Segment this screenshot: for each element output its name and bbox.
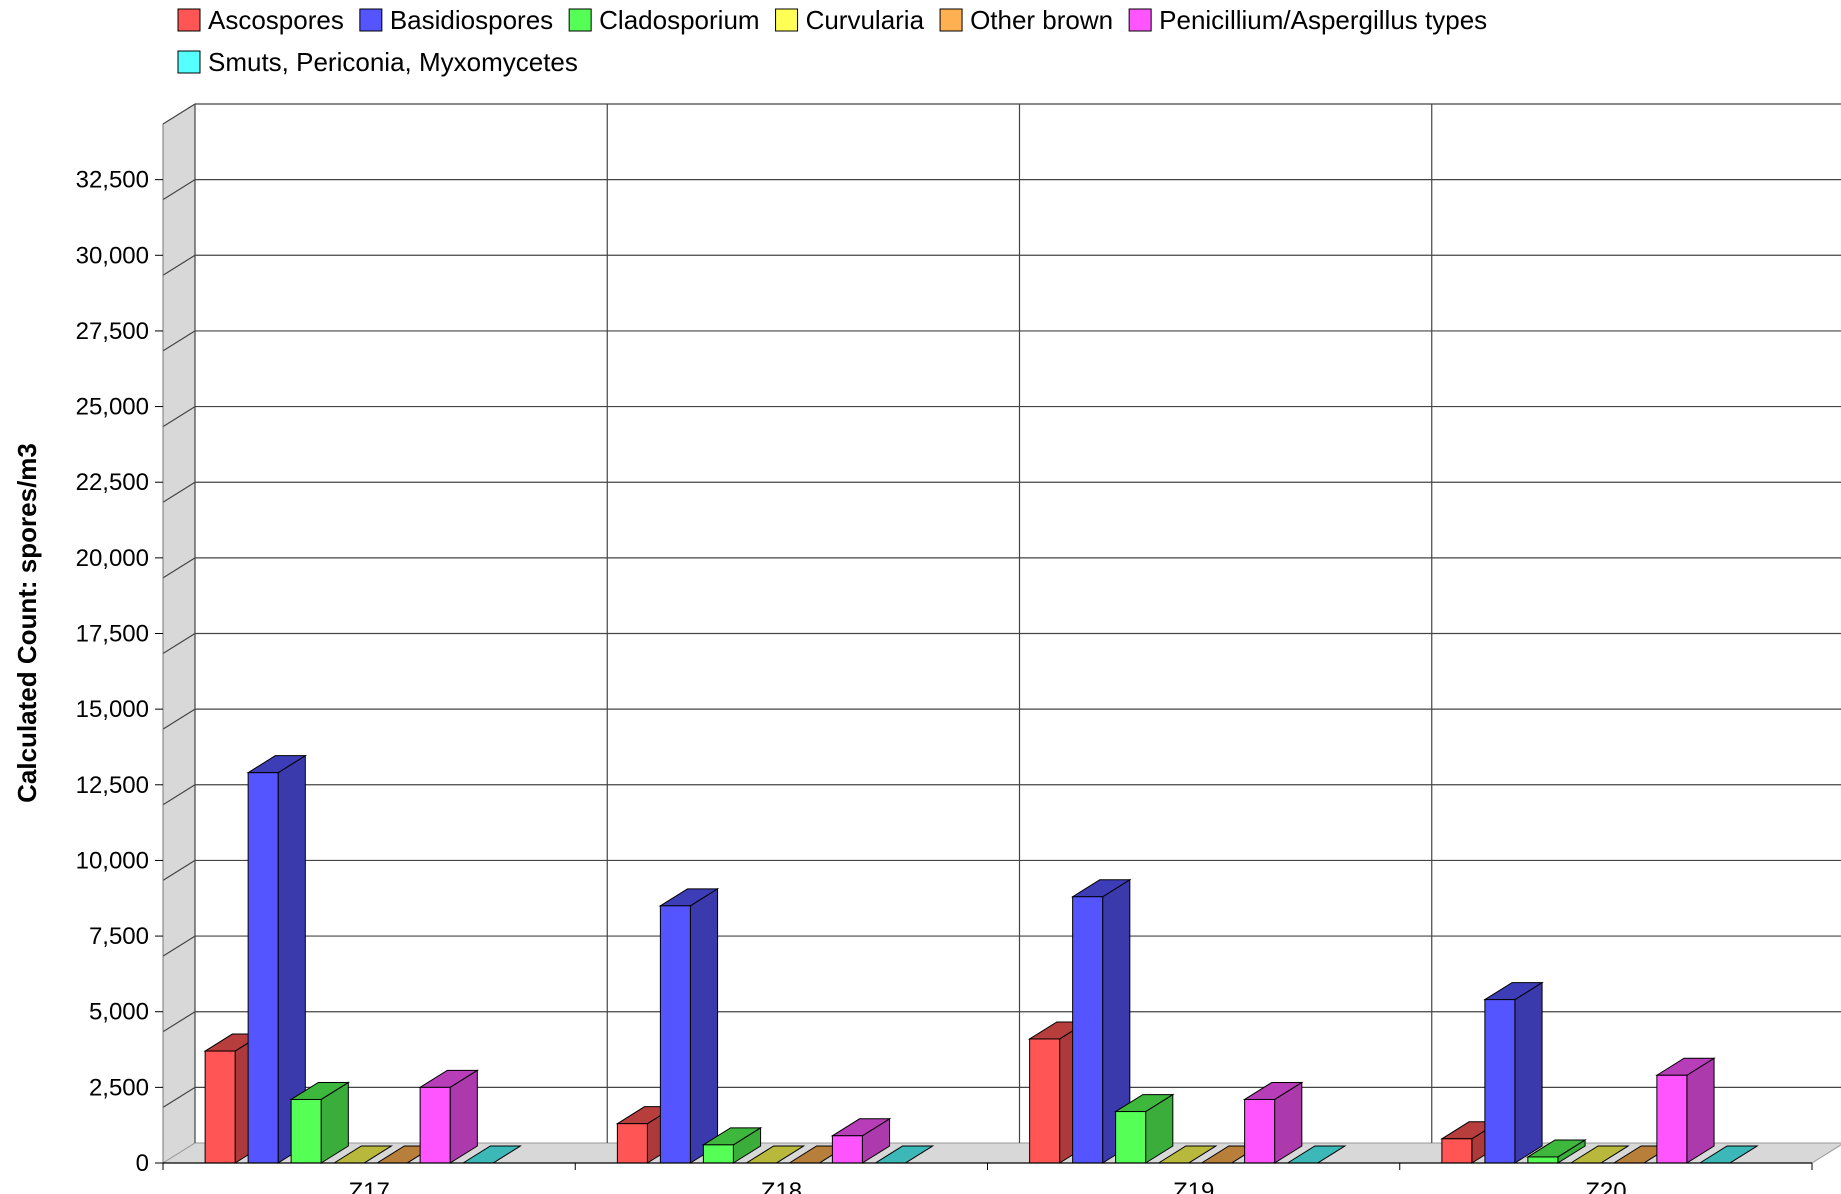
y-tick-label: 20,000 [76,545,149,572]
legend-label: Other brown [970,5,1113,35]
bar-front [1441,1138,1473,1164]
legend-label: Penicillium/Aspergillus types [1159,5,1487,35]
legend: Ascospores Basidiospores Cladosporium Curvu… [177,5,1487,77]
y-tick-label: 2,500 [89,1074,149,1101]
legend-label: Cladosporium [599,5,759,35]
y-tick-label: 22,500 [76,469,149,496]
side-wall [162,103,196,1164]
y-tick-label: 17,500 [76,621,149,648]
bar-front [831,1135,863,1164]
bar-front [1115,1111,1147,1164]
legend-item-ascospores: Ascospores [177,5,344,35]
gridline-side [162,784,196,806]
bar-front [659,905,691,1164]
legend-swatch [568,8,592,32]
bar-front [702,1144,734,1164]
gridline-side [162,632,196,655]
bar-basidiospores-z20 [1483,981,1544,1164]
y-tick-label: 7,500 [89,923,149,950]
bar-basidiospores-z17 [246,754,308,1164]
legend-label: Ascospores [208,5,344,35]
legend-item-smuts-periconia-myxomycetes: Smuts, Periconia, Myxomycetes [177,47,578,77]
bar-front [204,1050,236,1164]
legend-item-curvularia: Curvularia [775,5,925,35]
gridline-side [162,557,196,579]
bar-side [1514,981,1543,1164]
legend-swatch [939,8,963,32]
y-tick-label: 30,000 [76,242,149,269]
bar-front [247,772,279,1164]
legend-swatch [359,8,383,32]
y-tick-label: 10,000 [76,847,149,874]
x-tick-label: Z19 [1173,1178,1214,1194]
gridline-side [162,406,196,428]
y-tick-label: 27,500 [76,318,149,345]
legend-swatch [177,8,201,32]
gridline-side [162,103,196,125]
bar-basidiospores-z19 [1070,878,1132,1164]
gridline-side [162,859,196,881]
bar-group [203,754,1759,1164]
legend-label: Basidiospores [390,5,553,35]
bar-front [419,1086,451,1164]
bar-cladosporium-z17 [289,1081,351,1164]
bar-front [1484,999,1516,1164]
legend-item-cladosporium: Cladosporium [568,5,760,35]
gridline-side [162,935,196,957]
y-axis-title: Calculated Count: spores/m3 [12,443,42,803]
y-tick-label: 0 [136,1150,149,1177]
y-tick-label: 25,000 [76,394,149,421]
bar-front [1244,1098,1276,1164]
x-axis: Z17 Z18 Z19 Z20 [162,1162,1813,1194]
y-tick-label: 5,000 [89,999,149,1026]
bar-front [1029,1038,1061,1164]
gridline-side [162,1011,196,1033]
bar-front [616,1123,648,1164]
x-tick-label: Z17 [348,1178,389,1194]
legend-swatch [1128,8,1152,32]
gridline-side [162,179,196,201]
legend-item-other-brown: Other brown [939,5,1113,35]
bar-side [1686,1057,1715,1164]
gridline-side [162,481,196,503]
chart-floor [161,103,1841,1164]
legend-label: Curvularia [806,5,925,35]
back-wall [195,104,1841,1143]
bar-front [1527,1156,1559,1164]
gridline-side [162,254,196,276]
bar-penicillium-aspergillus-types-z20 [1655,1057,1716,1164]
bar-side [689,887,719,1164]
legend-swatch [775,8,799,32]
gridline-side [162,708,196,730]
y-tick-label: 15,000 [76,696,149,723]
bar-penicillium-aspergillus-types-z18 [830,1117,892,1164]
gridline-side [162,1086,196,1108]
bar-cladosporium-z19 [1113,1093,1175,1164]
bar-penicillium-aspergillus-types-z17 [418,1069,480,1164]
legend-item-penicillium-aspergillus-types: Penicillium/Aspergillus types [1128,5,1487,35]
legend-swatch [177,50,201,74]
gridline-side [162,330,196,352]
bar-front [1656,1074,1688,1164]
grid-lines [162,103,1841,1143]
bar-penicillium-aspergillus-types-z19 [1242,1081,1304,1164]
x-tick-label: Z20 [1585,1178,1626,1194]
bar-basidiospores-z18 [658,887,720,1164]
bar-cladosporium-z18 [701,1126,763,1164]
bar-front [290,1098,322,1164]
y-axis: 0 2,500 5,000 7,500 10,000 12,500 15,000 17,500… [76,124,164,1177]
bar-front [1072,896,1104,1164]
y-tick-label: 12,500 [76,772,149,799]
legend-item-basidiospores: Basidiospores [359,5,553,35]
legend-label: Smuts, Periconia, Myxomycetes [208,47,578,77]
x-tick-label: Z18 [761,1178,802,1194]
y-tick-label: 32,500 [76,167,149,194]
